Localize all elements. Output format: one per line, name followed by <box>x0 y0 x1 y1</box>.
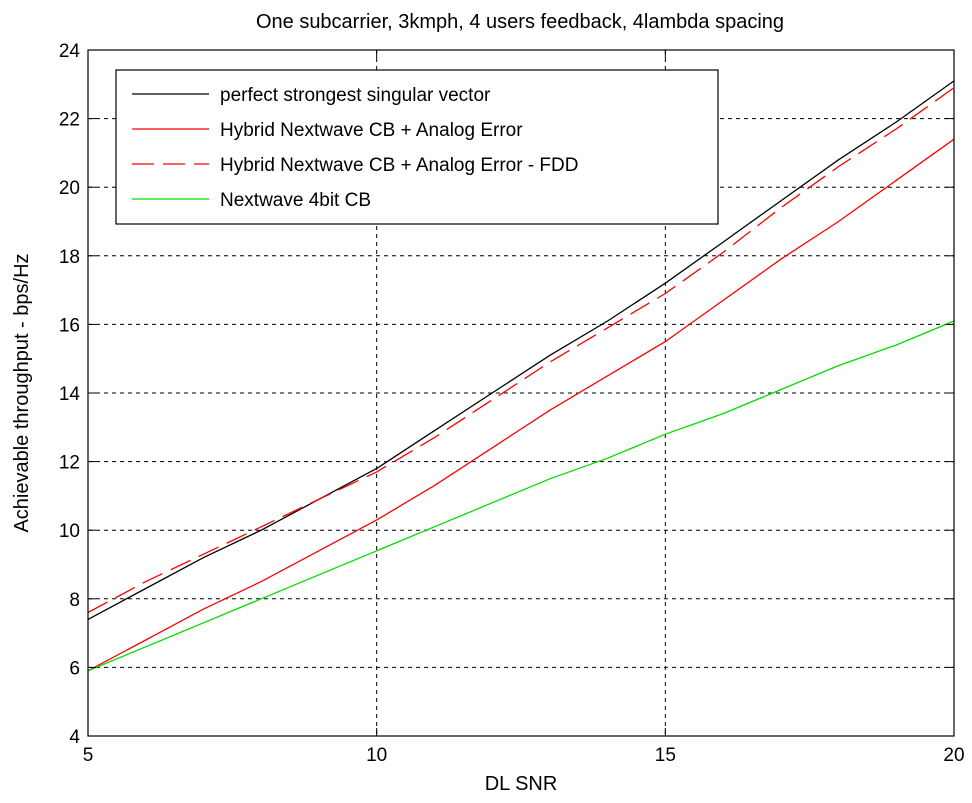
series-layer <box>87 80 955 672</box>
y-tick-label: 14 <box>59 384 81 405</box>
y-tick-label: 4 <box>69 727 80 748</box>
y-tick-label: 24 <box>59 41 81 62</box>
y-tick-label: 12 <box>59 453 80 474</box>
y-tick-label: 16 <box>59 315 80 336</box>
x-axis-label: DL SNR <box>485 773 558 795</box>
y-tick-label: 10 <box>59 521 80 542</box>
legend: perfect strongest singular vector Hybrid … <box>115 69 719 225</box>
series-line-3 <box>87 87 955 614</box>
y-tick-label: 18 <box>59 247 80 268</box>
x-tick-label: 10 <box>366 745 387 766</box>
series-line-1 <box>87 80 955 620</box>
y-axis-label: Achievable throughput - bps/Hz <box>11 253 33 532</box>
x-tick-label: 20 <box>943 745 964 766</box>
x-tick-label: 5 <box>83 745 94 766</box>
legend-label-1: perfect strongest singular vector <box>220 85 491 106</box>
x-tick-label: 15 <box>655 745 676 766</box>
y-tick-label: 6 <box>69 658 80 679</box>
legend-label-2: Hybrid Nextwave CB + Analog Error <box>220 120 523 141</box>
legend-label-4: Nextwave 4bit CB <box>220 190 371 211</box>
legend-box <box>115 69 719 225</box>
y-tick-label: 8 <box>69 590 80 611</box>
series-line-2 <box>87 138 955 672</box>
y-tick-label: 22 <box>59 110 80 131</box>
series-line-4 <box>87 320 955 672</box>
axis-ticks: 5 10 15 20 4 6 8 10 12 14 16 18 20 22 24 <box>59 41 965 766</box>
chart-title: One subcarrier, 3kmph, 4 users feedback,… <box>256 11 784 33</box>
y-tick-label: 20 <box>59 178 80 199</box>
legend-label-3: Hybrid Nextwave CB + Analog Error - FDD <box>220 155 578 176</box>
